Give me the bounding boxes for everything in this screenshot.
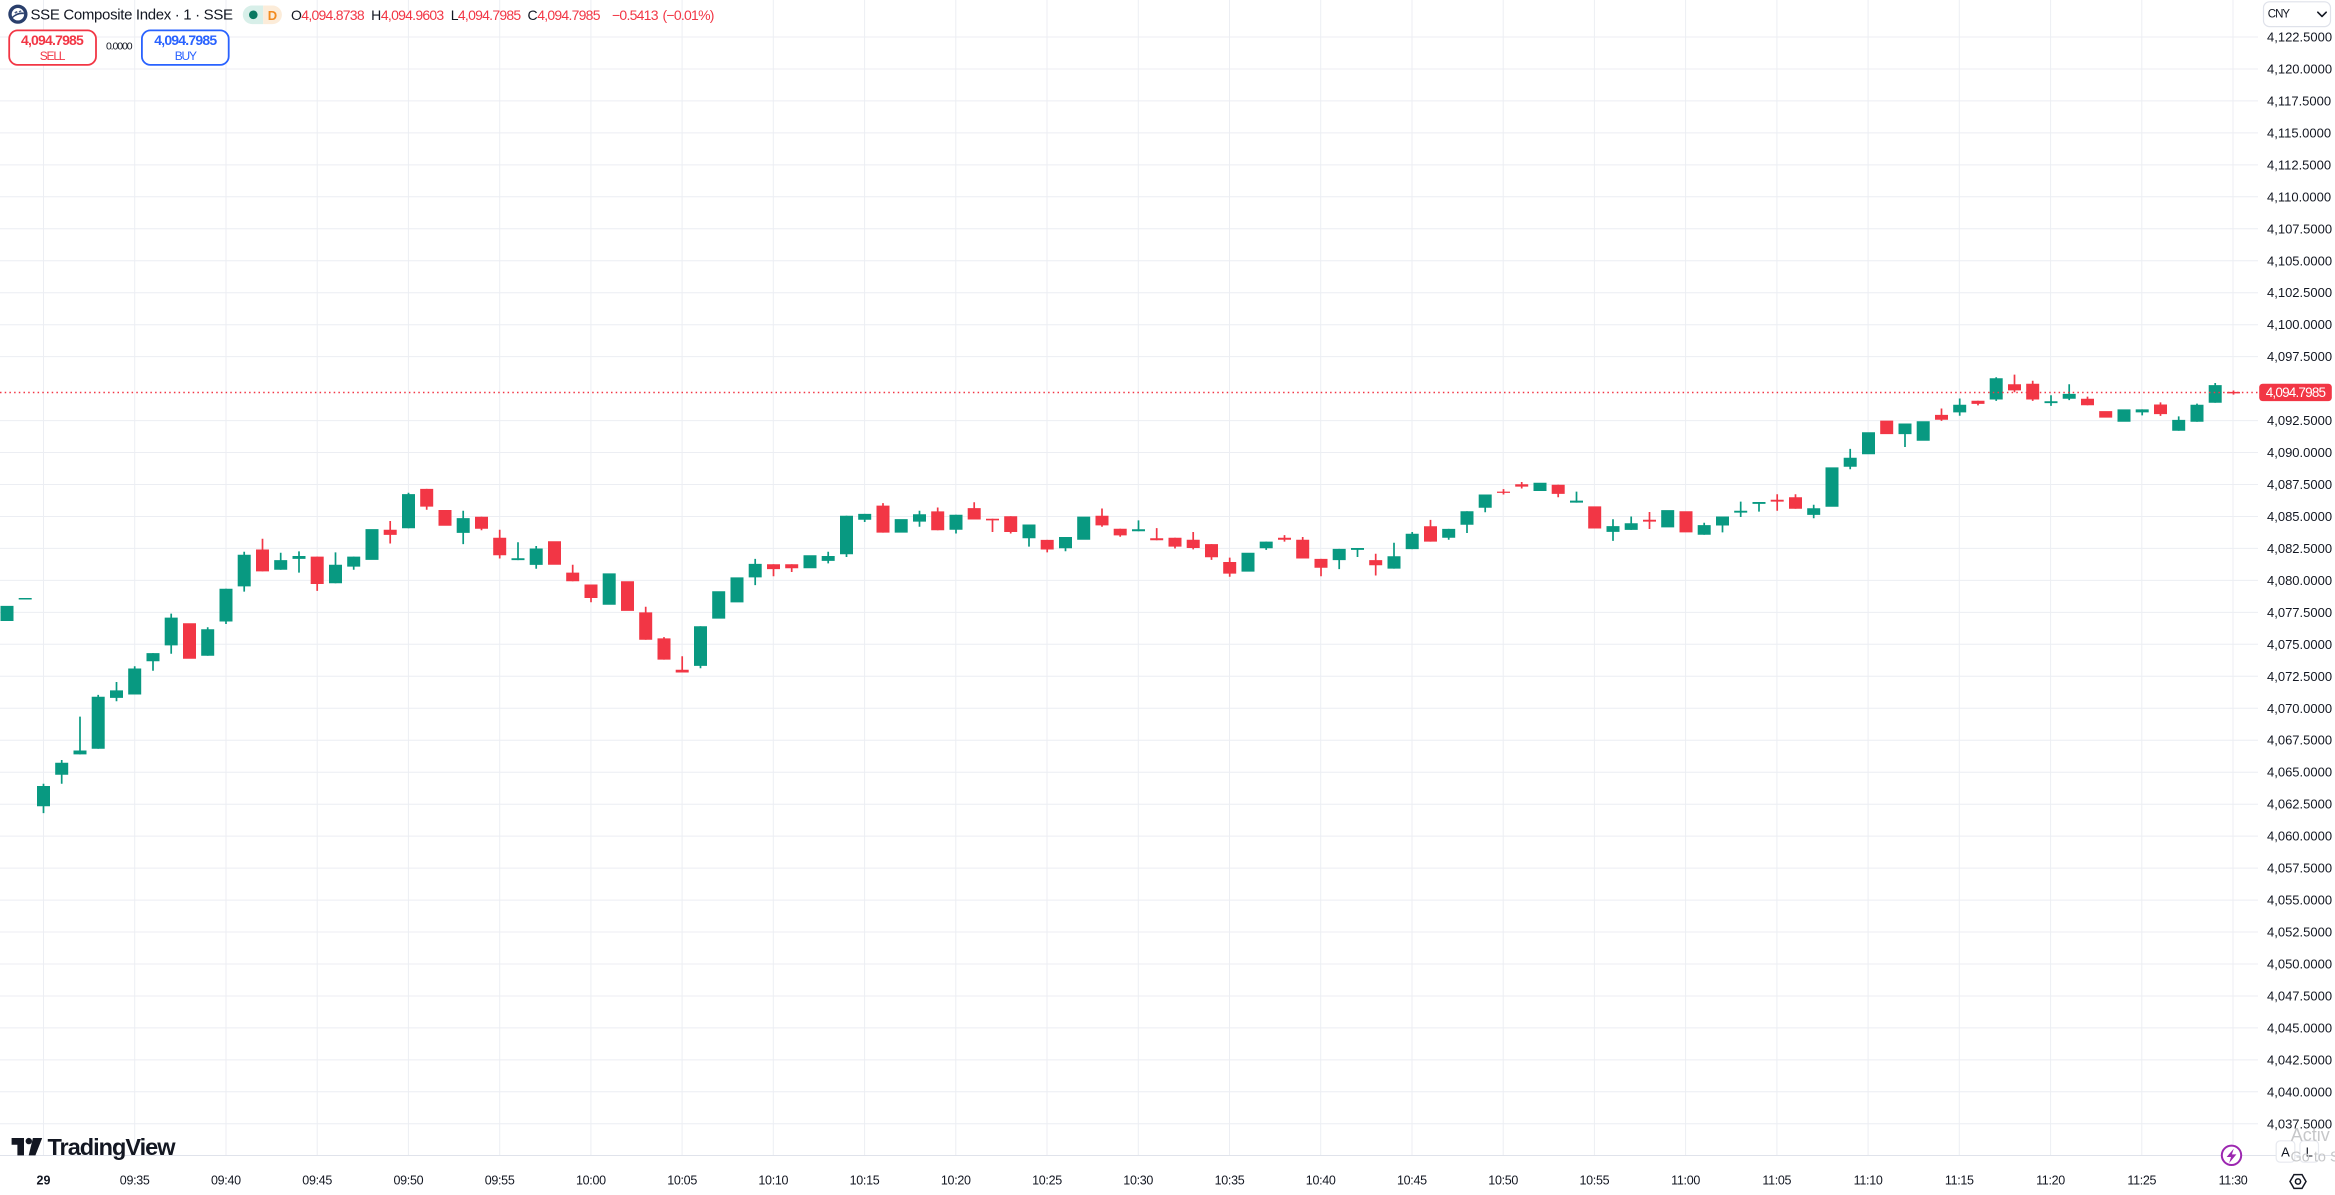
svg-text:4,122.5000: 4,122.5000	[2267, 30, 2332, 45]
svg-text:11:20: 11:20	[2036, 1174, 2065, 1188]
svg-text:4,085.0000: 4,085.0000	[2267, 509, 2332, 524]
svg-text:L: L	[2306, 1144, 2313, 1159]
svg-text:4,094.9603: 4,094.9603	[381, 7, 445, 23]
svg-text:4,094.7985: 4,094.7985	[458, 7, 522, 23]
svg-text:SELL: SELL	[40, 49, 66, 63]
svg-text:10:20: 10:20	[941, 1174, 971, 1188]
svg-text:4,094.7985: 4,094.7985	[154, 32, 217, 48]
svg-text:4,112.5000: 4,112.5000	[2267, 157, 2331, 172]
svg-text:4,067.5000: 4,067.5000	[2267, 733, 2332, 748]
svg-text:CNY: CNY	[2268, 9, 2291, 21]
svg-text:4,057.5000: 4,057.5000	[2267, 861, 2332, 876]
svg-text:4,040.0000: 4,040.0000	[2267, 1084, 2332, 1099]
svg-text:11:00: 11:00	[1671, 1174, 1700, 1188]
svg-text:10:40: 10:40	[1306, 1174, 1336, 1188]
svg-text:4,050.0000: 4,050.0000	[2267, 957, 2332, 972]
svg-text:09:55: 09:55	[485, 1174, 515, 1188]
svg-text:D: D	[268, 8, 277, 23]
svg-text:4,117.5000: 4,117.5000	[2267, 93, 2331, 108]
svg-text:11:10: 11:10	[1854, 1174, 1883, 1188]
svg-text:29: 29	[37, 1174, 51, 1188]
svg-text:10:35: 10:35	[1215, 1174, 1245, 1188]
svg-text:09:45: 09:45	[302, 1174, 332, 1188]
svg-text:10:55: 10:55	[1580, 1174, 1610, 1188]
svg-text:09:50: 09:50	[394, 1174, 424, 1188]
svg-text:C: C	[528, 7, 538, 23]
svg-text:4,100.0000: 4,100.0000	[2267, 317, 2332, 332]
svg-text:10:50: 10:50	[1488, 1174, 1518, 1188]
svg-text:10:30: 10:30	[1123, 1174, 1153, 1188]
svg-text:4,094.7985: 4,094.7985	[21, 32, 84, 48]
svg-text:O: O	[291, 7, 302, 23]
svg-text:10:45: 10:45	[1397, 1174, 1427, 1188]
svg-text:4,047.5000: 4,047.5000	[2267, 989, 2332, 1004]
svg-text:4,060.0000: 4,060.0000	[2267, 829, 2332, 844]
svg-text:4,037.5000: 4,037.5000	[2267, 1116, 2332, 1131]
svg-text:10:05: 10:05	[667, 1174, 697, 1188]
svg-text:4,120.0000: 4,120.0000	[2267, 62, 2332, 77]
svg-text:4,087.5000: 4,087.5000	[2267, 477, 2332, 492]
svg-text:10:00: 10:00	[576, 1174, 606, 1188]
svg-text:4,102.5000: 4,102.5000	[2267, 285, 2332, 300]
svg-text:Activ: Activ	[2291, 1125, 2330, 1145]
svg-text:10:10: 10:10	[758, 1174, 788, 1188]
svg-text:4,110.0000: 4,110.0000	[2267, 189, 2331, 204]
svg-text:4,072.5000: 4,072.5000	[2267, 669, 2332, 684]
svg-text:BUY: BUY	[175, 49, 197, 63]
svg-text:4,092.5000: 4,092.5000	[2267, 413, 2332, 428]
svg-text:(−0.01%): (−0.01%)	[663, 7, 714, 23]
svg-text:4,052.5000: 4,052.5000	[2267, 925, 2332, 940]
svg-text:−0.5413: −0.5413	[612, 7, 659, 23]
svg-text:4,070.0000: 4,070.0000	[2267, 701, 2332, 716]
svg-text:4,090.0000: 4,090.0000	[2267, 445, 2332, 460]
svg-text:4,115.0000: 4,115.0000	[2267, 125, 2331, 140]
svg-text:TradingView: TradingView	[48, 1134, 177, 1160]
svg-text:4,077.5000: 4,077.5000	[2267, 605, 2332, 620]
svg-text:4,075.0000: 4,075.0000	[2267, 637, 2332, 652]
svg-text:4,107.5000: 4,107.5000	[2267, 221, 2332, 236]
svg-text:4,042.5000: 4,042.5000	[2267, 1052, 2332, 1067]
svg-text:Go to S: Go to S	[2291, 1150, 2335, 1166]
svg-text:4,082.5000: 4,082.5000	[2267, 541, 2332, 556]
svg-text:0.0000: 0.0000	[106, 41, 133, 53]
svg-text:09:40: 09:40	[211, 1174, 241, 1188]
svg-text:10:25: 10:25	[1032, 1174, 1062, 1188]
svg-text:H: H	[371, 7, 380, 23]
svg-text:4,062.5000: 4,062.5000	[2267, 797, 2332, 812]
svg-text:4,094.8738: 4,094.8738	[301, 7, 365, 23]
svg-text:4,055.0000: 4,055.0000	[2267, 893, 2332, 908]
svg-text:4,094.7985: 4,094.7985	[537, 7, 601, 23]
svg-text:11:05: 11:05	[1762, 1174, 1791, 1188]
svg-text:4,094.7985: 4,094.7985	[2266, 385, 2326, 400]
svg-text:L: L	[451, 7, 459, 23]
svg-text:4,065.0000: 4,065.0000	[2267, 765, 2332, 780]
svg-text:4,045.0000: 4,045.0000	[2267, 1020, 2332, 1035]
svg-text:4,097.5000: 4,097.5000	[2267, 349, 2332, 364]
svg-text:11:15: 11:15	[1945, 1174, 1974, 1188]
svg-text:10:15: 10:15	[850, 1174, 880, 1188]
svg-text:11:30: 11:30	[2219, 1174, 2248, 1188]
svg-text:4,105.0000: 4,105.0000	[2267, 253, 2332, 268]
svg-text:A: A	[2281, 1144, 2290, 1159]
svg-text:11:25: 11:25	[2127, 1174, 2156, 1188]
svg-text:4,080.0000: 4,080.0000	[2267, 573, 2332, 588]
svg-text:SSE Composite Index · 1 · SSE: SSE Composite Index · 1 · SSE	[31, 7, 234, 24]
svg-text:09:35: 09:35	[120, 1174, 150, 1188]
